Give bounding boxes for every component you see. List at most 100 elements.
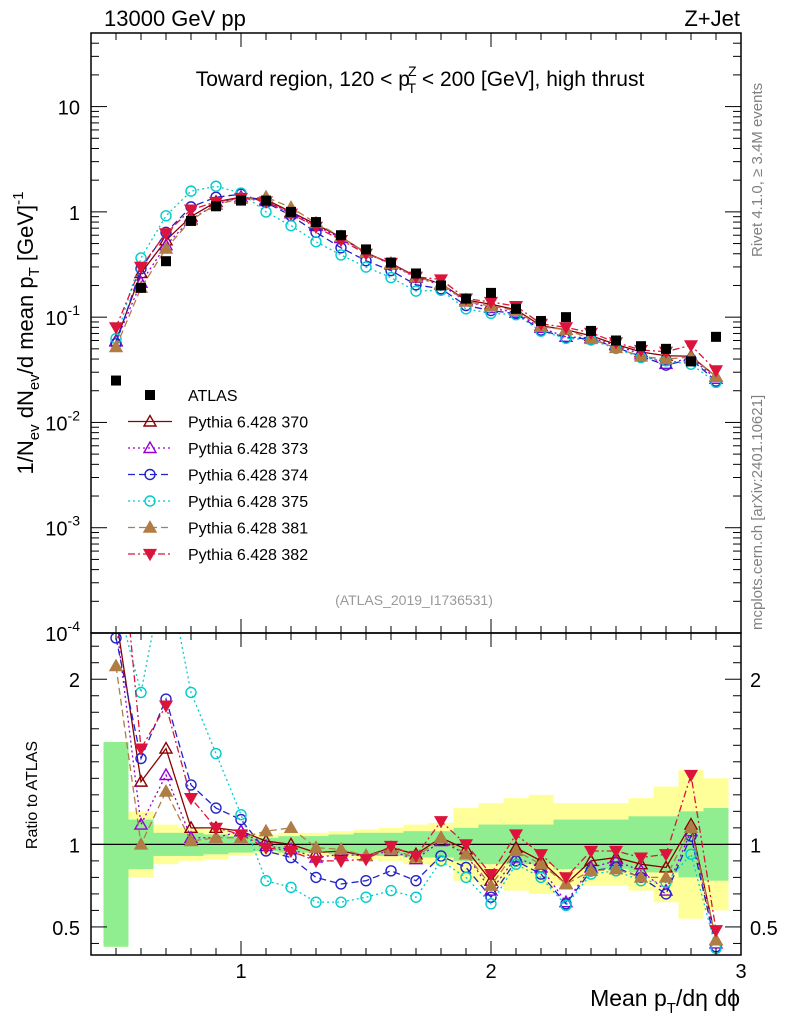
ratio-point xyxy=(408,850,424,864)
ratio-point xyxy=(135,686,147,699)
atlas-data-point xyxy=(236,195,246,206)
ratio-point xyxy=(185,686,197,699)
y-tick-label: 10-4 xyxy=(45,618,80,646)
ratio-point xyxy=(258,842,274,855)
ratio-point xyxy=(158,767,174,781)
ratio-point xyxy=(310,871,322,884)
ratio-point xyxy=(483,878,499,891)
legend-label-4: Pythia 6.428 381 xyxy=(188,521,308,538)
series-point xyxy=(285,219,297,232)
atlas-data-point xyxy=(111,375,121,386)
ratio-point xyxy=(285,881,297,893)
ratio-point xyxy=(410,891,422,903)
atlas-data-point xyxy=(361,244,371,255)
ratio-point xyxy=(708,925,724,938)
ratio-point xyxy=(158,741,174,754)
ratio-point xyxy=(258,823,274,837)
atlas-data-point xyxy=(561,312,571,323)
ratio-point xyxy=(210,802,222,814)
ratio-point xyxy=(185,779,197,791)
y-tick-label: 10-2 xyxy=(45,407,80,435)
ratio-point xyxy=(458,846,474,860)
ratio-point xyxy=(210,747,222,760)
ratio-point xyxy=(658,869,674,883)
legend-atlas-label: ATLAS xyxy=(188,388,238,405)
atlas-data-point xyxy=(711,331,721,342)
series-point xyxy=(133,261,149,275)
ratio-point xyxy=(508,843,524,857)
atlas-data-point xyxy=(661,343,671,354)
atlas-data-point xyxy=(411,268,421,279)
atlas-data-point xyxy=(211,201,221,212)
ratio-point xyxy=(335,878,347,890)
ratio-point xyxy=(583,863,599,876)
ratio-point xyxy=(208,830,224,843)
y-tick-label: 10 xyxy=(58,98,80,120)
series-point xyxy=(433,274,449,287)
header-energy-label: 13000 GeV pp xyxy=(104,6,246,31)
ratio-point xyxy=(385,865,397,877)
atlas-data-point xyxy=(486,287,496,298)
legend-label-5: Pythia 6.428 382 xyxy=(188,547,308,564)
rivet-version-label: Rivet 4.1.0, ≥ 3.4M events xyxy=(749,83,766,257)
y-tick-label: 1 xyxy=(69,203,80,225)
x-tick-label: 2 xyxy=(485,961,496,983)
ratio-point xyxy=(108,658,124,672)
ratio-point xyxy=(435,855,447,867)
ratio-point xyxy=(310,896,322,908)
ratio-tick-label-left: 0.5 xyxy=(52,918,80,940)
series-point xyxy=(360,261,372,273)
series-point xyxy=(185,185,197,197)
ratio-point xyxy=(708,932,724,946)
atlas-data-point xyxy=(511,303,521,314)
atlas-data-point xyxy=(161,256,171,267)
atlas-data-point xyxy=(611,335,621,346)
atlas-data-point xyxy=(461,293,471,304)
plot-title-sup: Z xyxy=(408,63,417,79)
series-point xyxy=(310,236,322,248)
y-tick-label: 10-3 xyxy=(45,513,80,541)
ratio-point xyxy=(560,899,572,912)
ratio-point xyxy=(483,868,499,882)
ratio-point xyxy=(333,855,349,869)
legend-marker-5 xyxy=(142,548,158,562)
ratio-point xyxy=(658,849,674,862)
series-point xyxy=(708,365,724,378)
legend-marker-1 xyxy=(142,440,158,454)
axis-tick-labels: 1 2 3 10-4 10-3 10-2 10-1 1 10 0.5 0.5 1 1 2 2 xyxy=(45,98,778,983)
y-axis-label: 1/Nev dNev/d mean pT [GeV]-1 xyxy=(10,192,43,475)
ratio-point xyxy=(260,874,272,887)
ratio-tick-label-left: 1 xyxy=(69,835,80,857)
series-point xyxy=(335,249,347,261)
ratio-point xyxy=(233,829,249,842)
plot-title-sub: T xyxy=(408,80,417,96)
x-axis-label: Mean pT/dη dϕ xyxy=(590,985,740,1017)
plot-title-part-b: < 200 [GeV], high thrust xyxy=(416,68,644,91)
ratio-series xyxy=(108,477,724,955)
ratio-point xyxy=(110,477,122,488)
ratio-point xyxy=(158,700,174,713)
ratio-point xyxy=(208,822,224,836)
ratio-tick-label-right: 1 xyxy=(750,835,761,857)
y-tick-label: 10-1 xyxy=(45,302,80,330)
ratio-point xyxy=(283,845,299,859)
ratio-point xyxy=(110,610,122,621)
ratio-point xyxy=(158,784,174,797)
ratio-point xyxy=(485,891,497,903)
atlas-data-point xyxy=(186,215,196,226)
series-point xyxy=(160,210,172,222)
atlas-data-point xyxy=(311,217,321,228)
ratio-point xyxy=(433,816,449,829)
ratio-point xyxy=(583,845,599,859)
series-point xyxy=(410,285,422,297)
ratio-point xyxy=(533,856,549,870)
atlas-data-point xyxy=(686,356,696,367)
ratio-line-2 xyxy=(115,637,717,947)
atlas-data-point xyxy=(286,206,296,217)
ratio-point xyxy=(633,852,649,865)
ratio-point xyxy=(510,858,522,870)
atlas-data-point xyxy=(636,341,646,352)
ratio-point xyxy=(360,891,372,903)
series-point xyxy=(683,340,699,353)
